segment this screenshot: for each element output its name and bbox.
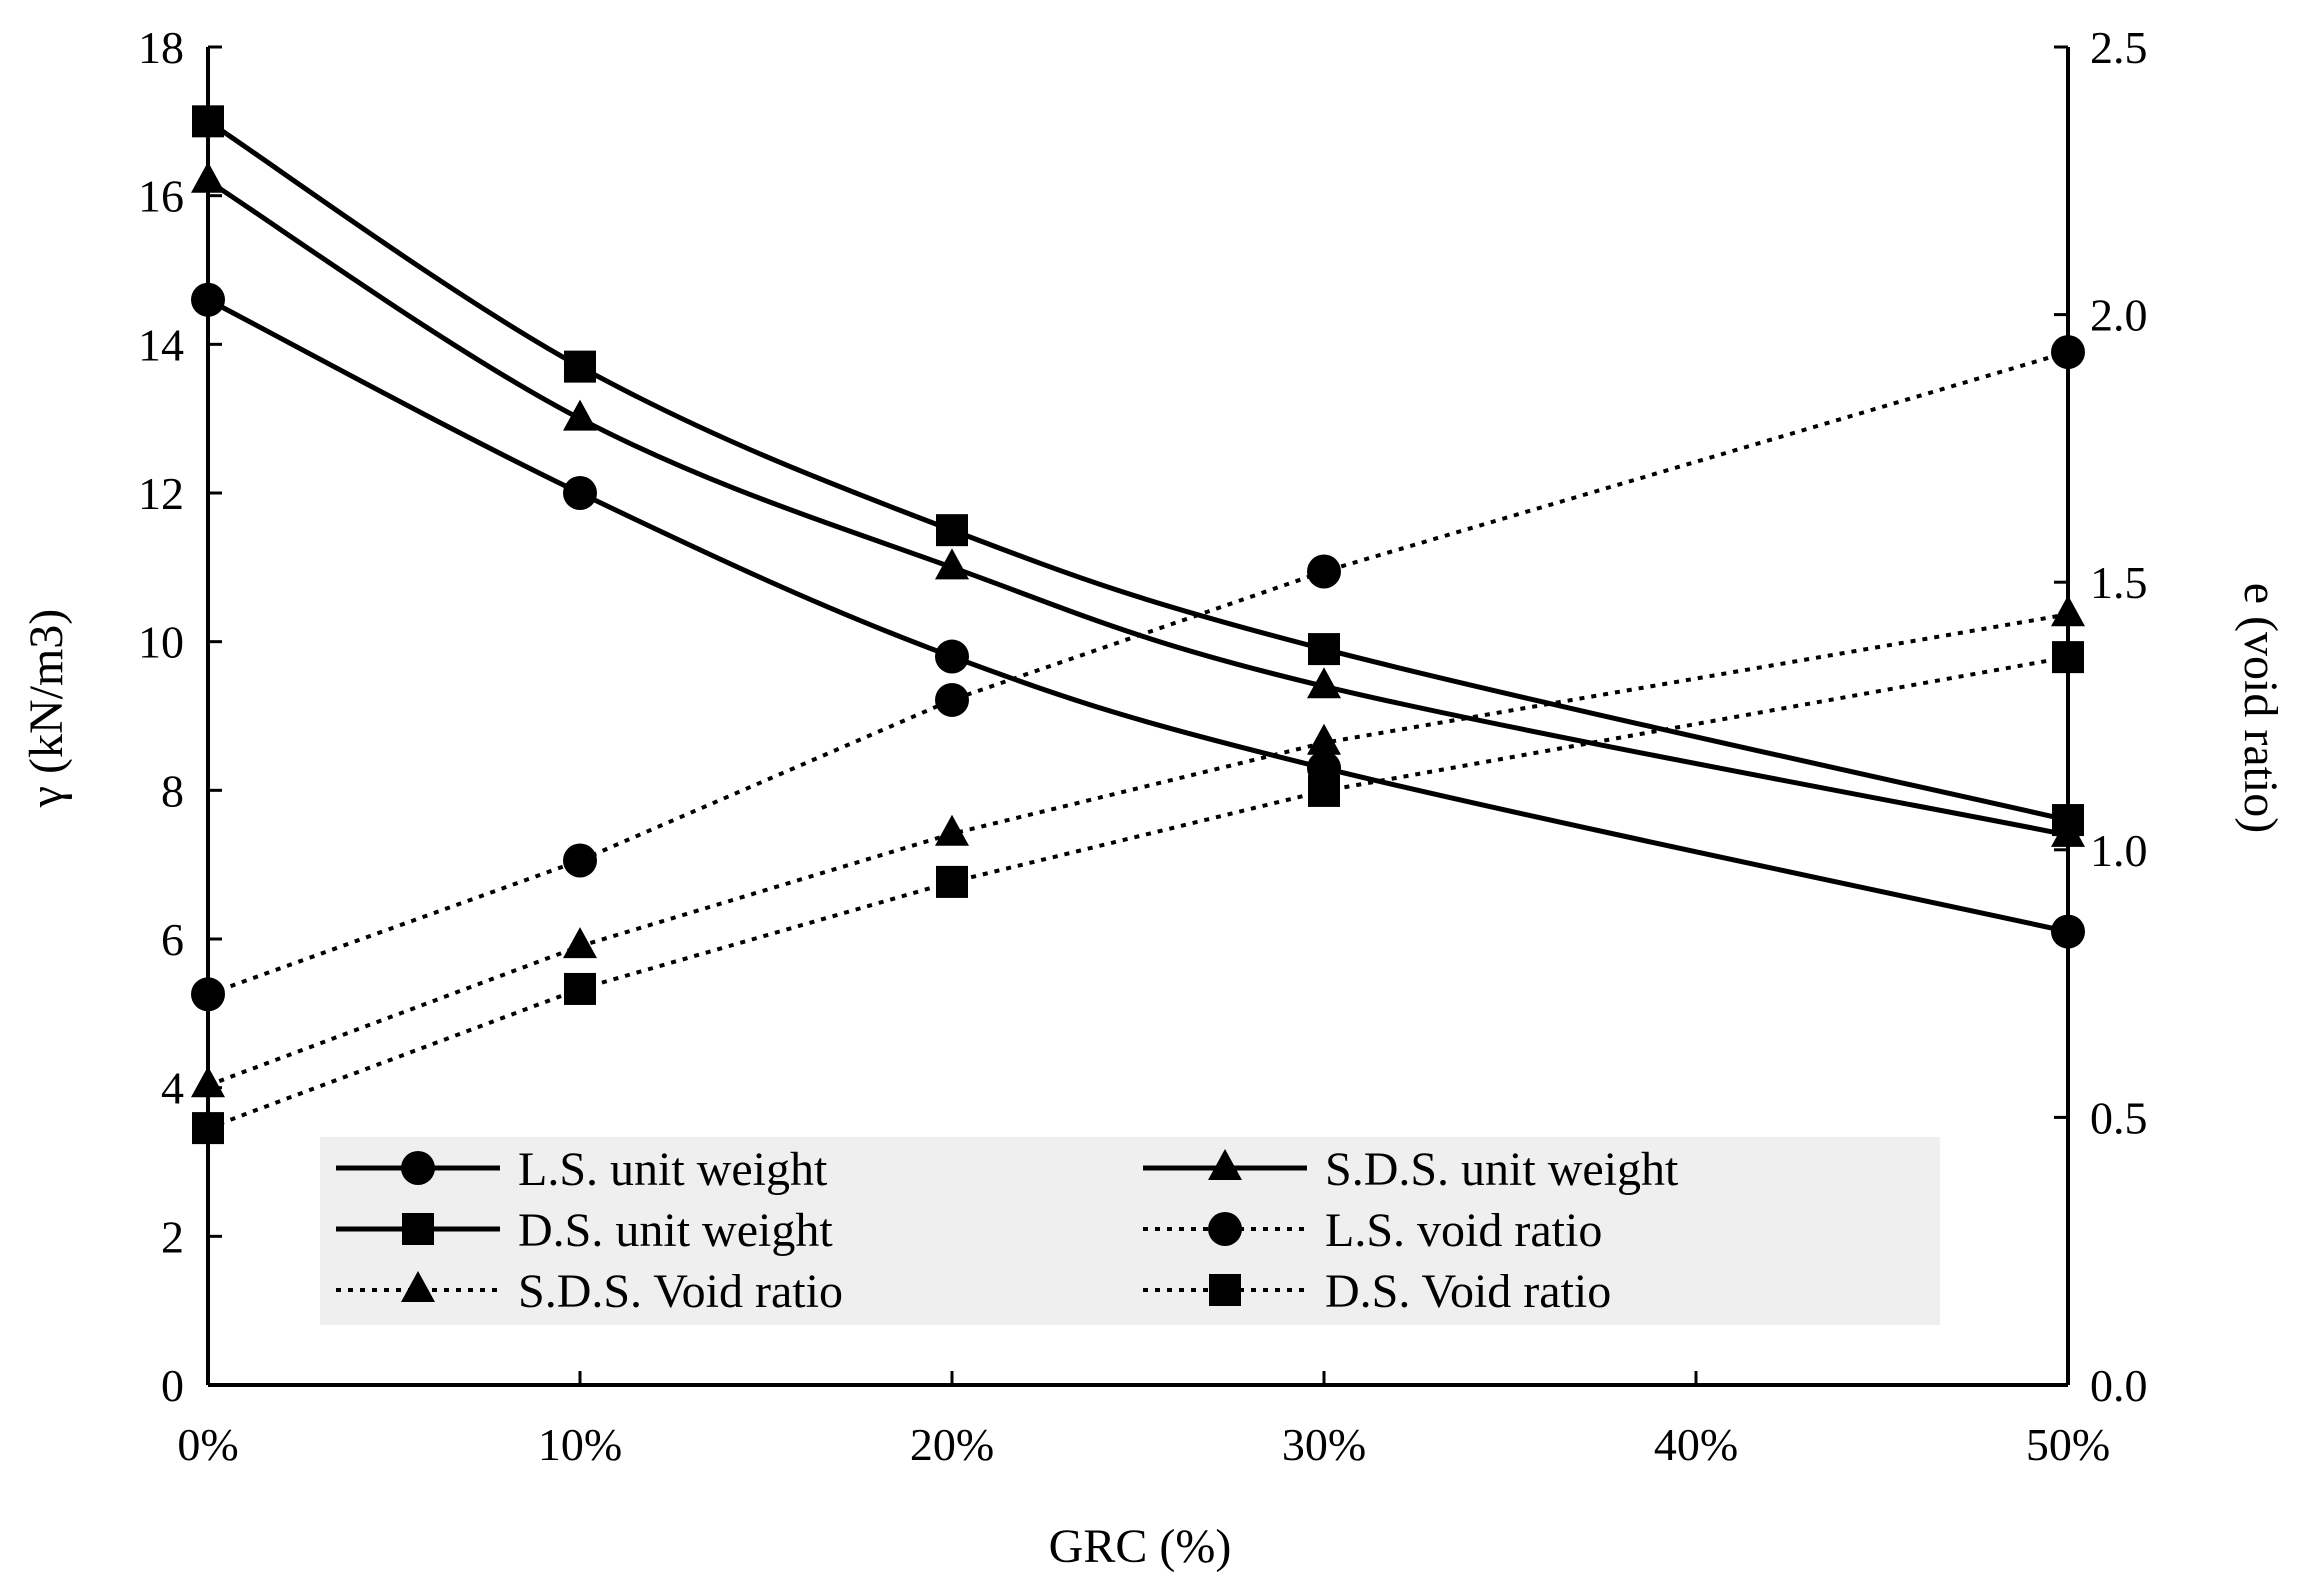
- series-l-s-unit-weight-point-2: [935, 639, 969, 674]
- y2-axis-title: e (void ratio): [2234, 583, 2287, 834]
- series-s-d-s-unit-weight-point-3: [1307, 667, 1341, 699]
- legend-background: [320, 1137, 1940, 1325]
- legend-l-s-void-ratio-swatch-marker: [1208, 1212, 1242, 1246]
- legend-s-d-s-unit-weight-label: S.D.S. unit weight: [1325, 1143, 1679, 1196]
- series-d-s-unit-weight-point-2: [936, 514, 968, 547]
- y2-tick-label: 2.0: [2090, 290, 2148, 341]
- legend-d-s-unit-weight-label: D.S. unit weight: [518, 1204, 833, 1257]
- y2-tick-label: 1.5: [2090, 557, 2148, 608]
- series-s-d-s-void-ratio-point-2: [935, 814, 969, 846]
- series-d-s-unit-weight-point-3: [1308, 633, 1340, 666]
- y-tick-label: 12: [138, 468, 184, 519]
- series-l-s-unit-weight-line: [206, 297, 2069, 935]
- legend-s-d-s-void-ratio-swatch-marker: [401, 1271, 435, 1302]
- series-d-s-void-ratio-point-3: [1308, 774, 1340, 807]
- y-tick-label: 4: [161, 1063, 184, 1114]
- y-tick-label: 16: [138, 171, 184, 222]
- series-s-d-s-void-ratio-line: [207, 612, 2069, 1088]
- legend-d-s-void-ratio-label: D.S. Void ratio: [1325, 1265, 1611, 1318]
- series-l-s-unit-weight-point-1: [563, 476, 597, 510]
- y2-tick-label: 0.0: [2090, 1360, 2148, 1411]
- x-tick-label: 0%: [177, 1419, 238, 1470]
- legend-l-s-void-ratio-label: L.S. void ratio: [1325, 1204, 1602, 1257]
- legend-l-s-unit-weight-swatch-marker: [401, 1151, 435, 1185]
- x-tick-label: 20%: [910, 1419, 994, 1470]
- x-tick-label: 30%: [1282, 1419, 1366, 1470]
- y-tick-label: 14: [138, 319, 184, 370]
- y-tick-label: 0: [161, 1360, 184, 1411]
- series-s-d-s-unit-weight-line: [206, 178, 2069, 838]
- series-d-s-unit-weight-line: [206, 119, 2069, 823]
- series-d-s-void-ratio-line: [207, 655, 2069, 1130]
- series-l-s-void-ratio-point-2: [935, 682, 969, 717]
- series-l-s-void-ratio-point-3: [1307, 554, 1341, 589]
- y-axis-title: γ (kN/m3): [20, 609, 73, 809]
- series-s-d-s-void-ratio-point-1: [563, 927, 597, 959]
- legend-s-d-s-void-ratio-label: S.D.S. Void ratio: [518, 1265, 843, 1318]
- legend-s-d-s-unit-weight-swatch-marker: [1208, 1149, 1242, 1180]
- x-axis-title: GRC (%): [1049, 1520, 1232, 1573]
- x-tick-label: 50%: [2026, 1419, 2110, 1470]
- legend-d-s-unit-weight-swatch-marker: [402, 1213, 434, 1245]
- y-tick-label: 18: [138, 22, 184, 73]
- series-s-d-s-unit-weight-point-2: [935, 548, 969, 580]
- y2-tick-label: 0.5: [2090, 1092, 2148, 1143]
- y2-tick-label: 1.0: [2090, 825, 2148, 876]
- series-d-s-void-ratio-point-1: [564, 972, 596, 1005]
- x-tick-label: 40%: [1654, 1419, 1738, 1470]
- y-tick-label: 8: [161, 765, 184, 816]
- series-l-s-void-ratio-line: [207, 350, 2069, 997]
- x-tick-label: 10%: [538, 1419, 622, 1470]
- legend-l-s-unit-weight-label: L.S. unit weight: [518, 1143, 828, 1196]
- series-d-s-void-ratio-point-2: [936, 865, 968, 898]
- y2-tick-label: 2.5: [2090, 22, 2148, 73]
- legend-d-s-void-ratio-swatch-marker: [1209, 1274, 1241, 1306]
- y-tick-label: 6: [161, 914, 184, 965]
- y-tick-label: 10: [138, 617, 184, 668]
- series-l-s-void-ratio-point-1: [563, 843, 597, 878]
- series-s-d-s-void-ratio-point-3: [1307, 723, 1341, 755]
- series-d-s-unit-weight-point-1: [564, 350, 596, 383]
- series-s-d-s-unit-weight-point-1: [563, 399, 597, 431]
- y-tick-label: 2: [161, 1211, 184, 1262]
